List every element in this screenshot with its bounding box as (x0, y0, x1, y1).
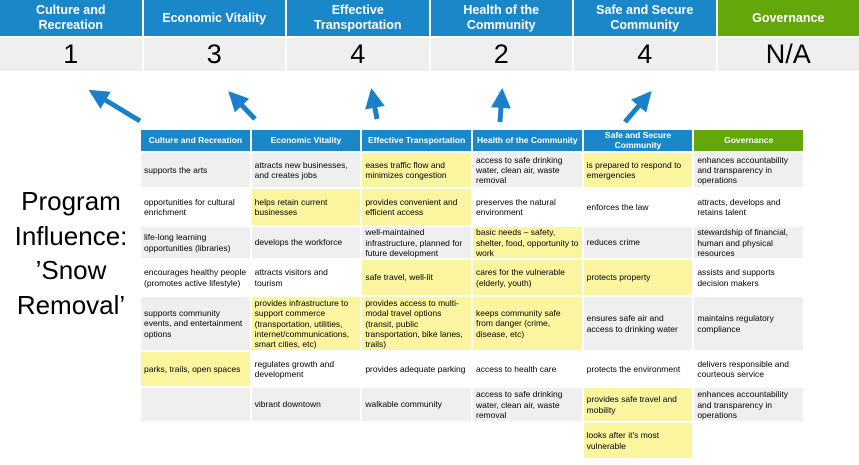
matrix-cell-r2-c5: enforces the law (583, 189, 693, 225)
program-influence-label: Program Influence: ’Snow Removal’ (2, 184, 140, 322)
matrix-header-governance: Governance (694, 130, 803, 151)
arrow-to-score-1-icon (88, 89, 142, 124)
arrow-to-score-3-icon (365, 88, 385, 120)
arrow-to-score-5-icon (623, 90, 652, 124)
priority-score-economic-vitality: 3 (143, 38, 285, 71)
matrix-cell-r7-c1 (141, 388, 250, 421)
priority-score-governance: N/A (717, 38, 859, 71)
matrix-cell-r5-c6: maintains regulatory compliance (694, 297, 803, 350)
matrix-cell-r1-c4: access to safe drinking water, clean air… (472, 153, 582, 187)
matrix-cell-r8-c3 (362, 423, 471, 458)
matrix-cell-r5-c2: provides infrastructure to support comme… (251, 297, 361, 350)
matrix-header-culture-and-recreation: Culture and Recreation (141, 130, 250, 151)
matrix-cell-r2-c2: helps retain current businesses (251, 189, 361, 225)
matrix-cell-r6-c5: protects the environment (583, 352, 693, 386)
matrix-cell-r7-c6: enhances accountability and transparency… (694, 388, 803, 421)
matrix-cell-r7-c2: vibrant downtown (251, 388, 361, 421)
priority-score-culture-and-recreation: 1 (0, 38, 142, 71)
matrix-cell-r3-c4: basic needs – safety, shelter, food, opp… (472, 227, 582, 258)
priority-header-culture-and-recreation: Culture and Recreation (0, 0, 142, 36)
matrix-cell-r3-c2: develops the workforce (251, 227, 361, 258)
priority-header-effective-transportation: Effective Transportation (287, 0, 429, 36)
priority-banner: Culture and Recreation Economic Vitality E… (0, 0, 859, 71)
priority-header-health-of-the-community: Health of the Community (430, 0, 572, 36)
priority-score-effective-transportation: 4 (287, 38, 429, 71)
matrix-cell-r3-c6: stewardship of financial, human and phys… (694, 227, 803, 258)
matrix-cell-r4-c3: safe travel, well-lit (362, 260, 471, 295)
matrix-cell-r7-c3: walkable community (362, 388, 471, 421)
priority-score-safe-and-secure-community: 4 (574, 38, 716, 71)
arrow-to-score-4-icon (490, 88, 511, 123)
matrix-header-effective-transportation: Effective Transportation (362, 130, 471, 151)
matrix-cell-r1-c6: enhances accountability and transparency… (694, 153, 803, 187)
matrix-cell-r2-c4: preserves the natural environment (472, 189, 582, 225)
matrix-cell-r5-c5: ensures safe air and access to drinking … (583, 297, 693, 350)
influence-matrix: Culture and Recreation Economic Vitality E… (141, 130, 803, 458)
matrix-cell-r1-c2: attracts new businesses, and creates job… (251, 153, 361, 187)
matrix-cell-r3-c5: reduces crime (583, 227, 693, 258)
matrix-cell-r4-c5: protects property (583, 260, 693, 295)
matrix-cell-r7-c5: provides safe travel and mobility (583, 388, 693, 421)
matrix-cell-r2-c3: provides convenient and efficient access (362, 189, 471, 225)
matrix-cell-r6-c2: regulates growth and development (251, 352, 361, 386)
matrix-cell-r8-c5: looks after it's most vulnerable (583, 423, 693, 458)
program-label-line-4: Removal’ (16, 289, 126, 320)
matrix-cell-r1-c1: supports the arts (141, 153, 250, 187)
program-label-line-1: Program (21, 186, 121, 216)
matrix-cell-r7-c4: access to safe drinking water, clean air… (472, 388, 582, 421)
program-label-line-2: Influence: (14, 220, 128, 251)
priority-header-safe-and-secure-community: Safe and Secure Community (574, 0, 716, 36)
matrix-cell-r4-c2: attracts visitors and tourism (251, 260, 361, 295)
matrix-cell-r5-c3: provides access to multi-modal travel op… (362, 297, 471, 350)
matrix-cell-r1-c5: is prepared to respond to emergencies (583, 153, 693, 187)
matrix-cell-r1-c3: eases traffic flow and minimizes congest… (362, 153, 471, 187)
arrow-to-score-2-icon (228, 91, 257, 121)
priority-header-economic-vitality: Economic Vitality (143, 0, 285, 36)
priority-header-governance: Governance (717, 0, 859, 36)
matrix-cell-r6-c1: parks, trails, open spaces (141, 352, 250, 386)
priority-score-health-of-the-community: 2 (430, 38, 572, 71)
matrix-header-economic-vitality: Economic Vitality (251, 130, 361, 151)
matrix-cell-r5-c1: supports community events, and entertain… (141, 297, 250, 350)
matrix-header-health-of-the-community: Health of the Community (472, 130, 582, 151)
matrix-cell-r6-c4: access to health care (472, 352, 582, 386)
matrix-cell-r4-c1: encourages healthy people (promotes acti… (141, 260, 250, 295)
matrix-cell-r4-c4: cares for the vulnerable (elderly, youth… (472, 260, 582, 295)
matrix-cell-r3-c1: life-long learning opportunities (librar… (141, 227, 250, 258)
matrix-cell-r8-c1 (141, 423, 250, 458)
matrix-cell-r8-c6 (694, 423, 803, 458)
matrix-cell-r8-c2 (251, 423, 361, 458)
program-label-line-3: ’Snow (35, 255, 107, 286)
matrix-cell-r3-c3: well-maintained infrastructure, planned … (362, 227, 471, 258)
matrix-cell-r6-c3: provides adequate parking (362, 352, 471, 386)
matrix-cell-r6-c6: delivers responsible and courteous servi… (694, 352, 803, 386)
matrix-cell-r8-c4 (472, 423, 582, 458)
matrix-cell-r2-c6: attracts, develops and retains talent (694, 189, 803, 225)
matrix-header-safe-and-secure-community: Safe and Secure Community (583, 130, 693, 151)
matrix-cell-r4-c6: assists and supports decision makers (694, 260, 803, 295)
matrix-cell-r2-c1: opportunities for cultural enrichment (141, 189, 250, 225)
matrix-cell-r5-c4: keeps community safe from danger (crime,… (472, 297, 582, 350)
